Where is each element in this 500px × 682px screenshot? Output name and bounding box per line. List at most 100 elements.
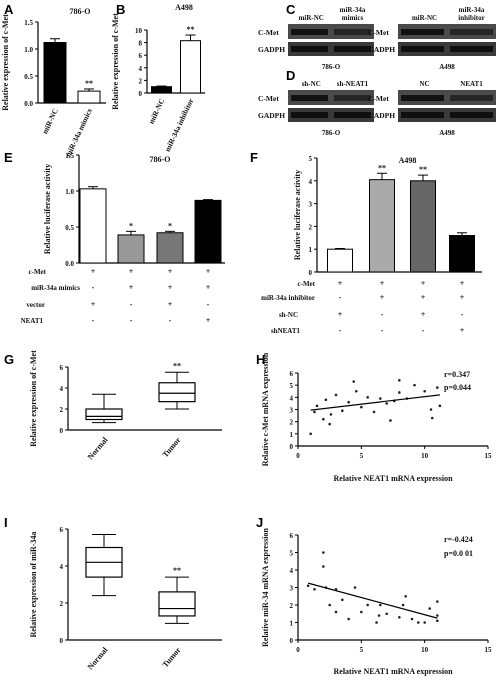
panel-letter-f: F xyxy=(250,150,258,165)
blot-band-loading xyxy=(288,42,374,56)
condition-sign: - xyxy=(130,316,133,325)
scatter-point xyxy=(379,397,382,400)
scatter-point xyxy=(309,432,312,436)
scatter-point xyxy=(360,405,363,409)
x-category-label: Tumor xyxy=(161,435,183,459)
x-category-label: Normal xyxy=(86,435,110,461)
x-category-label: Normal xyxy=(86,645,110,671)
blot-band-signal xyxy=(401,46,444,52)
y-axis-title: Relative expression of miR-34a xyxy=(29,532,38,638)
y-tick-label: 1.5 xyxy=(65,152,74,160)
scatter-point xyxy=(347,617,350,621)
condition-sign: + xyxy=(129,267,134,276)
blot-caption: 786-O xyxy=(322,129,341,137)
scatter-point xyxy=(410,617,414,621)
blot-caption: A498 xyxy=(439,129,455,137)
y-tick-label: 2 xyxy=(290,419,294,427)
blot-caption: A498 xyxy=(439,63,455,71)
scatter-point xyxy=(324,398,328,402)
scatter-point xyxy=(401,603,405,607)
y-tick-label: 6 xyxy=(60,526,64,534)
scatter-point xyxy=(353,586,357,589)
significance-marker: ** xyxy=(378,163,386,172)
y-axis-title: Relative luciferase activity xyxy=(43,164,52,254)
bar xyxy=(156,232,184,264)
x-category-label: miR-NC xyxy=(147,97,167,125)
y-tick-label: 2 xyxy=(139,77,143,85)
scatter-point xyxy=(429,408,433,411)
y-axis-title: Relative c-Met mRNA expression xyxy=(261,352,270,466)
blot-band-target xyxy=(398,24,496,39)
scatter-point xyxy=(375,621,378,624)
y-tick-label: 0.5 xyxy=(24,73,33,81)
x-tick-label: 10 xyxy=(421,452,429,460)
blot-band-target xyxy=(288,24,374,39)
y-tick-label: 0 xyxy=(139,90,143,98)
scatter-point xyxy=(328,422,331,426)
y-tick-label: 0.5 xyxy=(65,224,74,232)
y-tick-label: 2 xyxy=(60,406,64,414)
condition-sign: + xyxy=(91,300,96,309)
condition-sign: + xyxy=(421,310,426,319)
condition-label: shNEAT1 xyxy=(271,327,301,335)
condition-sign: + xyxy=(206,316,211,325)
y-tick-label: 5 xyxy=(309,155,313,163)
y-tick-label: 1 xyxy=(290,620,294,628)
blot-row-label: GADPH xyxy=(368,45,395,54)
scatter-point xyxy=(436,600,439,603)
y-tick-label: 0.0 xyxy=(65,260,74,268)
blot-row-label: GADPH xyxy=(258,111,285,120)
condition-sign: - xyxy=(130,300,133,309)
condition-sign: + xyxy=(206,267,211,276)
blot-column-label: sh-NC xyxy=(302,80,321,88)
y-tick-label: 1.0 xyxy=(24,46,33,54)
scatter-point xyxy=(360,610,363,614)
y-axis-title: Relative expression of c-Met xyxy=(1,14,10,111)
stat-annotation: r=-0.424 xyxy=(444,535,473,544)
significance-marker: ** xyxy=(419,165,427,174)
scatter-point xyxy=(398,379,401,382)
scatter-point xyxy=(438,404,442,408)
scatter-point xyxy=(430,416,434,420)
x-tick-label: 0 xyxy=(296,646,300,654)
y-axis-title: Relative expression of c-Met xyxy=(29,350,38,447)
condition-sign: - xyxy=(381,310,384,319)
scatter-point xyxy=(372,410,376,414)
x-category-label: miR-34a mimics xyxy=(64,107,94,158)
bar xyxy=(79,188,107,264)
x-tick-label: 15 xyxy=(485,646,493,654)
condition-sign: + xyxy=(380,293,385,302)
blot-band-signal xyxy=(401,95,444,101)
blot-column-label: miR-34a xyxy=(459,6,485,14)
y-tick-label: 4 xyxy=(60,563,64,571)
scatter-point xyxy=(385,402,388,405)
scatter-point xyxy=(329,413,333,416)
significance-marker: * xyxy=(129,221,133,230)
blot-column-label: miR-NC xyxy=(412,14,437,22)
blot-row-label: C-Met xyxy=(368,94,389,103)
x-tick-label: 10 xyxy=(421,646,429,654)
scatter-point xyxy=(379,603,382,607)
condition-sign: + xyxy=(421,293,426,302)
bar xyxy=(194,199,222,264)
scatter-point xyxy=(377,614,381,617)
y-tick-label: 3 xyxy=(290,407,294,415)
blot-column-label: mimics xyxy=(342,14,364,22)
scatter-point xyxy=(413,383,416,387)
blot-band-signal xyxy=(291,29,328,35)
western-blot-d-right xyxy=(398,90,496,122)
blot-band-target xyxy=(398,90,496,105)
blot-row-label: C-Met xyxy=(258,94,279,103)
condition-sign: + xyxy=(380,279,385,288)
significance-marker: ** xyxy=(173,361,181,370)
y-axis-title: Relative miR-34 mRNA expression xyxy=(261,528,270,647)
condition-sign: + xyxy=(168,267,173,276)
scatter-point xyxy=(341,598,344,602)
condition-sign: + xyxy=(460,279,465,288)
scatter-point xyxy=(334,393,338,397)
scatter-point xyxy=(404,594,407,598)
y-tick-label: 6 xyxy=(60,364,64,372)
scatter-point xyxy=(352,380,356,383)
blot-band-signal xyxy=(450,46,493,52)
